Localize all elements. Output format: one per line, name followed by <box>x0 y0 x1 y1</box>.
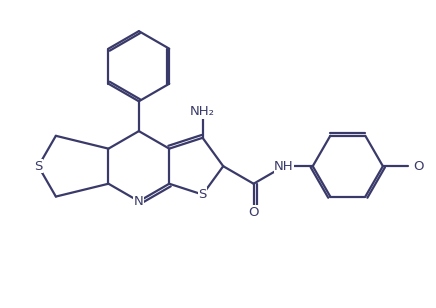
Text: N: N <box>134 195 144 208</box>
Text: S: S <box>34 160 43 173</box>
Text: NH: NH <box>274 160 294 173</box>
Text: O: O <box>413 160 424 173</box>
Text: S: S <box>198 188 207 201</box>
Text: O: O <box>249 206 259 219</box>
Text: NH₂: NH₂ <box>190 105 215 118</box>
